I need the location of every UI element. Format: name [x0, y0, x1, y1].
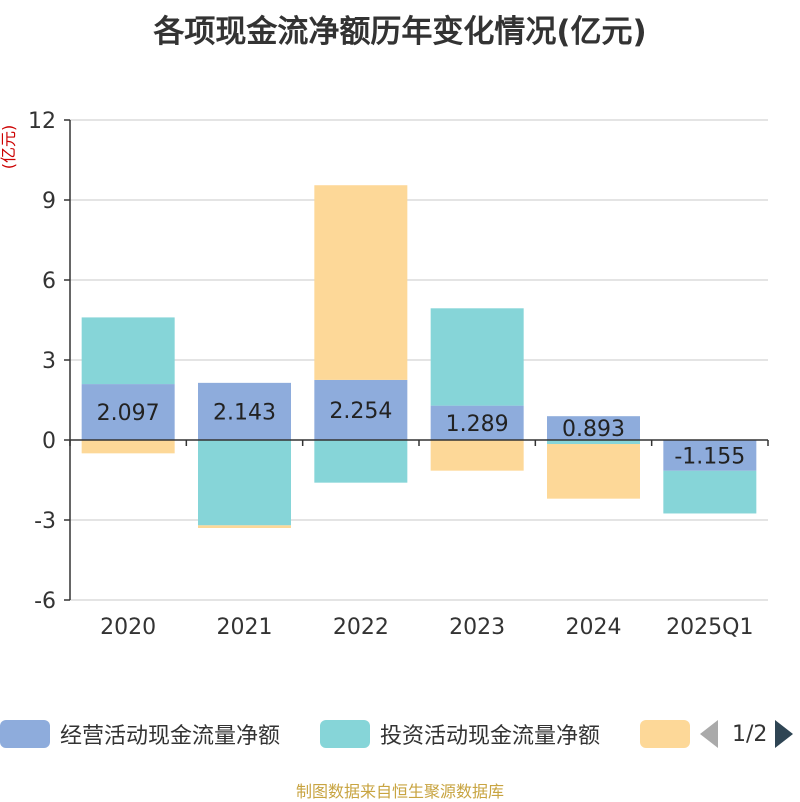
legend-swatch-operating: [0, 720, 50, 748]
x-tick-label: 2025Q1: [666, 615, 753, 640]
legend-page-indicator: 1/2: [732, 721, 768, 747]
bar-segment-financing[interactable]: [547, 444, 640, 499]
y-axis-unit-label: (亿元): [0, 125, 18, 170]
data-label: 2.097: [97, 401, 160, 426]
y-tick-label: -3: [34, 509, 56, 534]
bar-segment-operating[interactable]: [198, 382, 291, 440]
bar-segment-operating[interactable]: [314, 379, 408, 440]
data-source-note: 制图数据来自恒生聚源数据库: [295, 782, 504, 801]
bar-segment-investing[interactable]: [430, 308, 524, 406]
bar-segment-investing[interactable]: [81, 317, 175, 385]
legend-item-financing[interactable]: [640, 716, 690, 752]
axes: -6 -3 0 3 6 9 12 2020 2021 2022 2023 2024 2025Q1: [28, 109, 769, 640]
y-tick-label: 9: [42, 189, 56, 214]
y-tick-label: 6: [42, 269, 56, 294]
y-tick-label: -6: [34, 589, 56, 614]
bar-segment-financing[interactable]: [314, 185, 408, 380]
legend-prev-page-icon[interactable]: [700, 720, 718, 748]
bar-segment-operating[interactable]: [547, 416, 640, 440]
bar-segment-investing[interactable]: [547, 440, 640, 444]
legend-item-operating[interactable]: 经营活动现金流量净额: [0, 716, 280, 752]
x-tick-label: 2020: [100, 615, 156, 640]
legend-pager: 1/2: [700, 716, 794, 752]
data-label: 0.893: [562, 417, 625, 442]
bar-segment-operating[interactable]: [430, 405, 524, 440]
bar-segment-investing[interactable]: [663, 470, 757, 514]
legend-item-investing[interactable]: 投资活动现金流量净额: [320, 716, 600, 752]
legend-label-operating: 经营活动现金流量净额: [60, 724, 281, 749]
legend-swatch-financing: [640, 720, 690, 748]
legend-next-page-icon[interactable]: [775, 720, 794, 748]
bar-segment-operating[interactable]: [81, 384, 175, 440]
y-tick-label: 3: [42, 349, 56, 374]
data-labels: 2.097 2.143 2.254 1.289 0.893 -1.155: [97, 399, 746, 469]
data-label: 2.254: [329, 399, 392, 424]
bar-segment-financing[interactable]: [198, 525, 291, 528]
data-label: 1.289: [446, 412, 509, 437]
y-tick-label: 12: [28, 109, 56, 134]
x-tick-label: 2022: [333, 615, 389, 640]
stacked-bar-chart: -6 -3 0 3 6 9 12 2020 2021 2022 2023 2024 2025Q1 2.0…: [0, 109, 769, 640]
legend-swatch-investing: [320, 720, 370, 748]
bar-segment-financing[interactable]: [430, 440, 524, 471]
bar-segment-investing[interactable]: [198, 440, 291, 526]
y-tick-label: 0: [42, 429, 56, 454]
x-tick-label: 2021: [217, 615, 273, 640]
legend: 经营活动现金流量净额 投资活动现金流量净额 1/2: [0, 716, 800, 752]
data-label: -1.155: [674, 444, 745, 469]
bar-segment-operating[interactable]: [663, 440, 757, 471]
x-tick-label: 2024: [566, 615, 622, 640]
data-label: 2.143: [213, 400, 276, 425]
x-tick-label: 2023: [449, 615, 505, 640]
grid-lines: [70, 119, 768, 601]
bar-segment-investing[interactable]: [314, 440, 408, 483]
bars: [81, 185, 757, 528]
legend-label-investing: 投资活动现金流量净额: [380, 724, 601, 749]
chart-title: 各项现金流净额历年变化情况(亿元): [153, 14, 647, 50]
bar-segment-financing[interactable]: [81, 440, 175, 454]
